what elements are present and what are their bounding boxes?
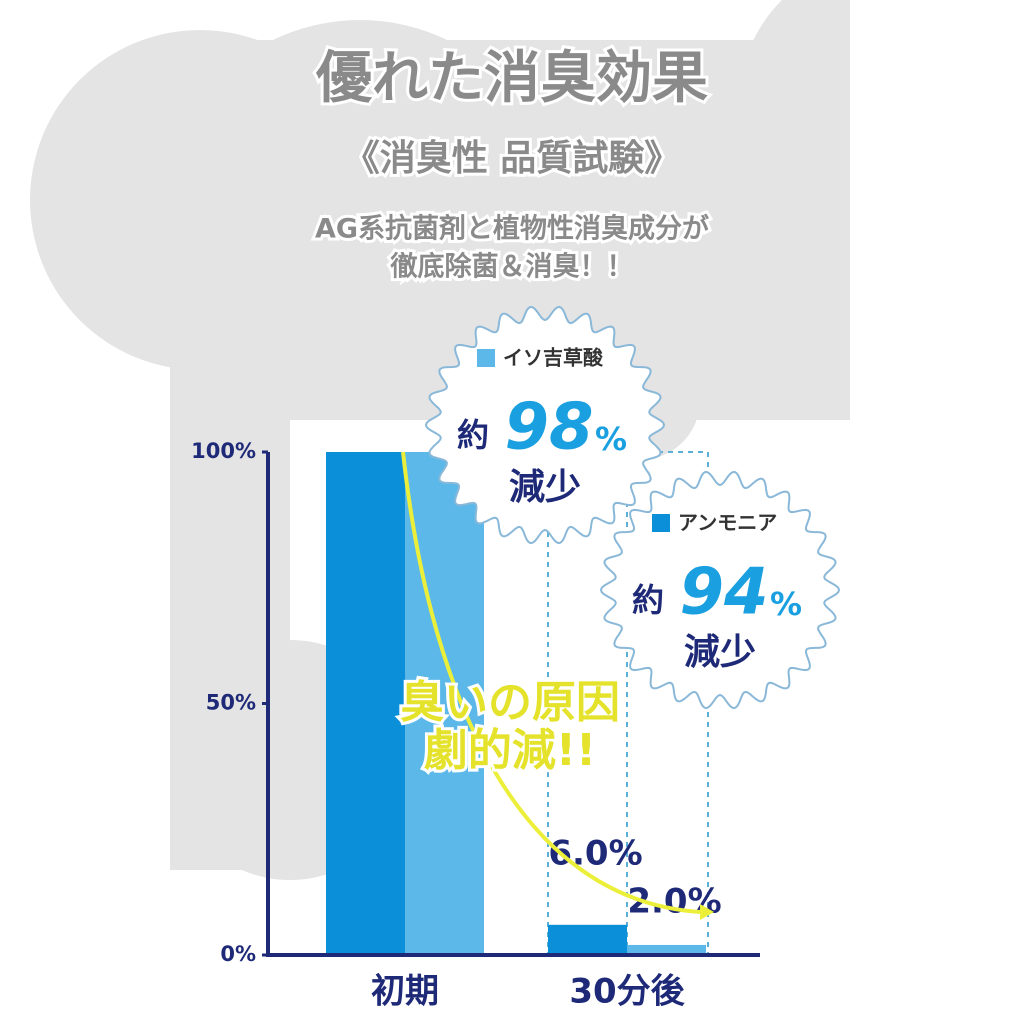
annotation: 劇的減!! [424, 725, 596, 776]
y-tick-label: 0% [220, 942, 256, 966]
chart-subtitle: 《消臭性 品質試験》 [344, 138, 681, 179]
bar [548, 924, 627, 955]
badge-unit: % [595, 420, 627, 458]
chart-title: 優れた消臭効果 [315, 46, 708, 111]
trend-arrow [401, 451, 701, 914]
description: AG系抗菌剤と植物性消臭成分が [315, 213, 709, 245]
arrow-head [700, 904, 714, 920]
legend-swatch [652, 514, 670, 532]
bar [326, 452, 405, 955]
legend-label: アンモニア [678, 511, 777, 535]
legend-label: イソ吉草酸 [503, 346, 604, 370]
badge-unit: % [770, 585, 802, 623]
badge-value: 94 [679, 556, 768, 630]
badge-suffix: 減少 [509, 467, 581, 508]
y-tick-label: 100% [191, 439, 256, 463]
badge-prefix: 約 [457, 416, 489, 454]
annotation: 臭いの原因 [400, 677, 620, 728]
badge-prefix: 約 [632, 581, 664, 619]
y-tick-label: 50% [206, 691, 256, 715]
value-label: 6.0% [548, 833, 642, 873]
x-tick-label: 初期 [371, 972, 439, 1012]
right-margin [850, 0, 1024, 1024]
bar [405, 452, 484, 955]
legend-swatch [477, 349, 495, 367]
badge-value: 98 [504, 391, 593, 465]
x-tick-label: 30分後 [569, 972, 685, 1012]
bar [627, 944, 706, 955]
badge-suffix: 減少 [684, 632, 756, 673]
description: 徹底除菌＆消臭！！ [390, 251, 634, 283]
